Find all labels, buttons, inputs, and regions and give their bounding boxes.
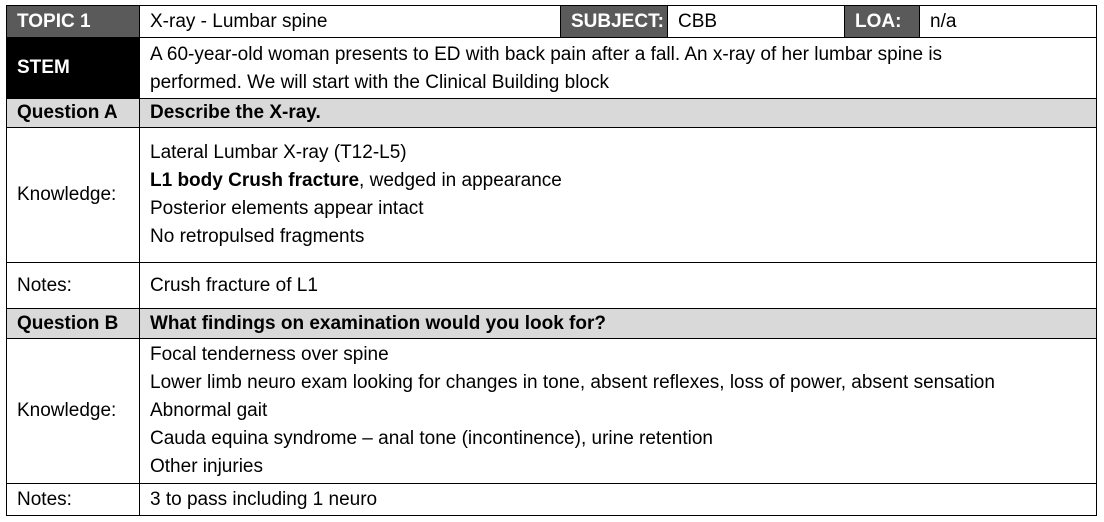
question-b-text: What findings on examination would you l… [139, 308, 1097, 339]
exam-topic-table: TOPIC 1 X-ray - Lumbar spine SUBJECT: CB… [6, 5, 1097, 516]
knowledge-rest: , wedged in appearance [359, 170, 562, 191]
subject-label: SUBJECT: [560, 5, 668, 38]
question-a-label: Question A [6, 98, 140, 128]
question-b-notes: 3 to pass including 1 neuro [139, 483, 1097, 516]
knowledge-line: Abnormal gait [150, 400, 268, 421]
knowledge-line: Other injuries [150, 456, 263, 477]
knowledge-line: Posterior elements appear intact [150, 198, 424, 219]
loa-value: n/a [919, 5, 1097, 38]
question-a-knowledge-label: Knowledge: [6, 127, 140, 263]
knowledge-line: No retropulsed fragments [150, 226, 365, 247]
knowledge-line: L1 body Crush fracture, wedged in appear… [150, 167, 562, 195]
knowledge-line: Lower limb neuro exam looking for change… [150, 372, 995, 393]
question-b-label: Question B [6, 308, 140, 339]
knowledge-bold: L1 body Crush fracture [150, 170, 360, 191]
question-a-text: Describe the X-ray. [139, 98, 1097, 128]
knowledge-line: Lateral Lumbar X-ray (T12-L5) [150, 142, 407, 163]
stem-label: STEM [6, 37, 140, 99]
question-b-knowledge-label: Knowledge: [6, 338, 140, 484]
stem-text: A 60-year-old woman presents to ED with … [139, 37, 1097, 99]
stem-line: performed. We will start with the Clinic… [150, 72, 609, 93]
question-b-knowledge: Focal tenderness over spine Lower limb n… [139, 338, 1097, 484]
stem-line: A 60-year-old woman presents to ED with … [150, 44, 943, 65]
question-a-notes-label: Notes: [6, 262, 140, 309]
subject-value: CBB [667, 5, 845, 38]
topic-label: TOPIC 1 [6, 5, 140, 38]
knowledge-line: Focal tenderness over spine [150, 344, 389, 365]
question-b-notes-label: Notes: [6, 483, 140, 516]
loa-label: LOA: [844, 5, 920, 38]
knowledge-line: Cauda equina syndrome – anal tone (incon… [150, 428, 713, 449]
topic-value: X-ray - Lumbar spine [139, 5, 561, 38]
question-a-notes: Crush fracture of L1 [139, 262, 1097, 309]
question-a-knowledge: Lateral Lumbar X-ray (T12-L5) L1 body Cr… [139, 127, 1097, 263]
